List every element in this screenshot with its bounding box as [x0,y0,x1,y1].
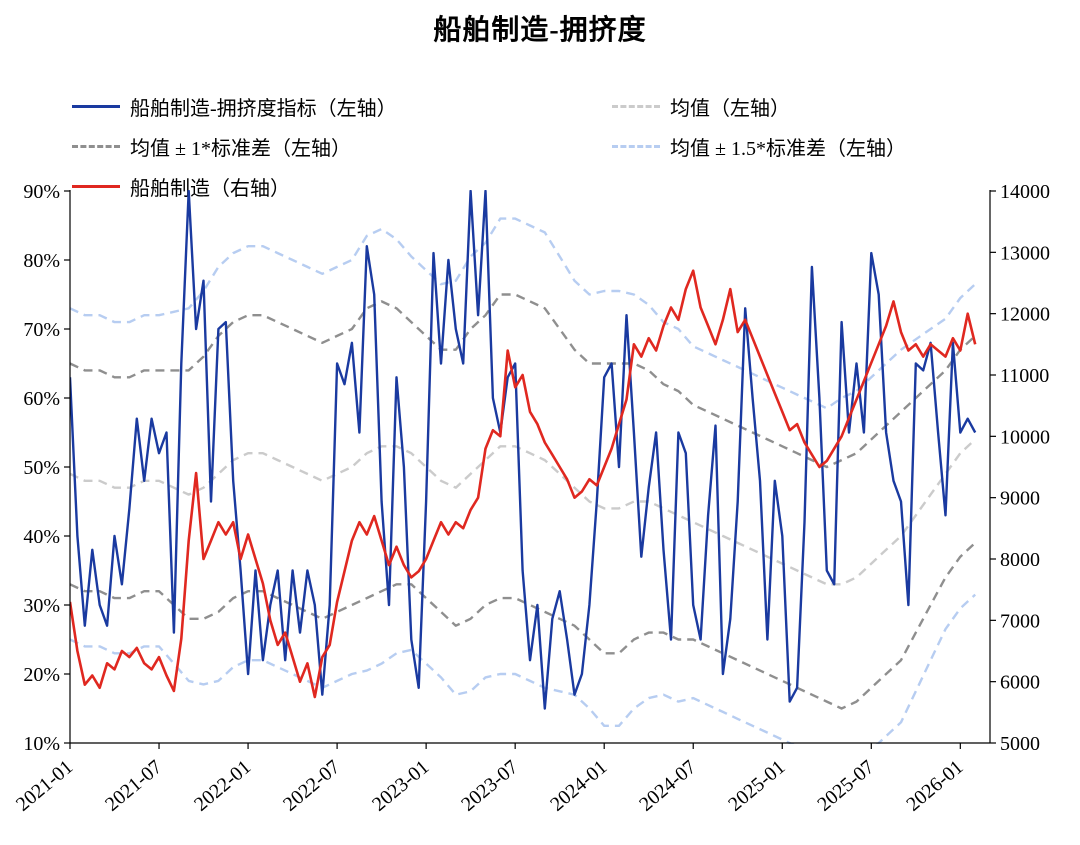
x-axis-label: 2024-01 [546,756,611,816]
left-axis-label: 90% [23,183,60,203]
x-axis-label: 2025-07 [813,756,878,816]
legend-line-sample [612,145,660,148]
right-axis-label: 12000 [1000,304,1050,326]
right-axis-label: 8000 [1000,549,1040,571]
left-axis-label: 50% [23,457,60,479]
chart-title: 船舶制造-拥挤度 [433,15,647,46]
mean-line [70,438,977,586]
right-axis-label: 13000 [1000,242,1050,264]
left-axis-label: 60% [23,388,60,410]
crowding-line [70,190,977,710]
right-axis-label: 11000 [1000,365,1049,387]
x-axis-label: 2021-07 [101,756,166,816]
right-axis-label: 10000 [1000,426,1050,448]
left-axis-label: 80% [23,250,60,272]
legend-item: 均值 ± 1*标准差（左轴） [72,132,612,161]
band-upper-1.5sigma [70,217,977,410]
right-axis-label: 6000 [1000,672,1040,694]
x-axis-label: 2023-07 [457,756,522,816]
legend-label: 船舶制造（右轴） [130,178,290,200]
legend-item: 船舶制造-拥挤度指标（左轴） [72,92,612,121]
x-axis-label: 2023-01 [368,756,433,816]
legend-label: 均值 ± 1.5*标准差（左轴） [670,138,906,160]
legend-line-sample [72,185,120,188]
band-lower-1.5sigma [70,593,977,744]
legend-item: 船舶制造（右轴） [72,172,612,201]
right-axis-label: 7000 [1000,610,1040,632]
legend-label: 均值（左轴） [670,98,790,120]
x-axis-label: 2025-01 [724,756,789,816]
right-axis-label: 14000 [1000,183,1050,203]
legend-line-sample [72,105,120,108]
x-axis-label: 2024-07 [635,756,700,816]
left-axis-label: 30% [23,595,60,617]
left-axis-label: 70% [23,319,60,341]
x-axis-label: 2022-07 [279,756,344,816]
legend-line-sample [72,145,120,148]
legend-line-sample [612,105,660,108]
x-axis-label: 2022-01 [190,756,255,816]
band-upper-1sigma [70,293,977,469]
legend-item: 均值 ± 1.5*标准差（左轴） [612,132,1002,161]
line-chart: 90% 80% 70% 60% 50% 40% 30% 20% 10% 14000 13000 120… [12,183,1050,816]
left-axis-label: 10% [23,733,60,755]
legend-item: 均值（左轴） [612,92,1002,121]
legend-label: 船舶制造-拥挤度指标（左轴） [130,98,397,120]
band-lower-1sigma [70,542,977,710]
right-axis-label: 9000 [1000,488,1040,510]
ship-index-line [70,269,977,699]
x-axis-label: 2026-01 [902,756,967,816]
right-axis-label: 5000 [1000,733,1040,755]
x-axis-label: 2021-01 [12,756,77,816]
legend-label: 均值 ± 1*标准差（左轴） [130,138,351,160]
left-axis-label: 40% [23,526,60,548]
legend: 船舶制造-拥挤度指标（左轴） 均值（左轴） 均值 ± 1*标准差（左轴） 均值 ± 1… [72,92,1002,201]
left-axis-label: 20% [23,664,60,686]
